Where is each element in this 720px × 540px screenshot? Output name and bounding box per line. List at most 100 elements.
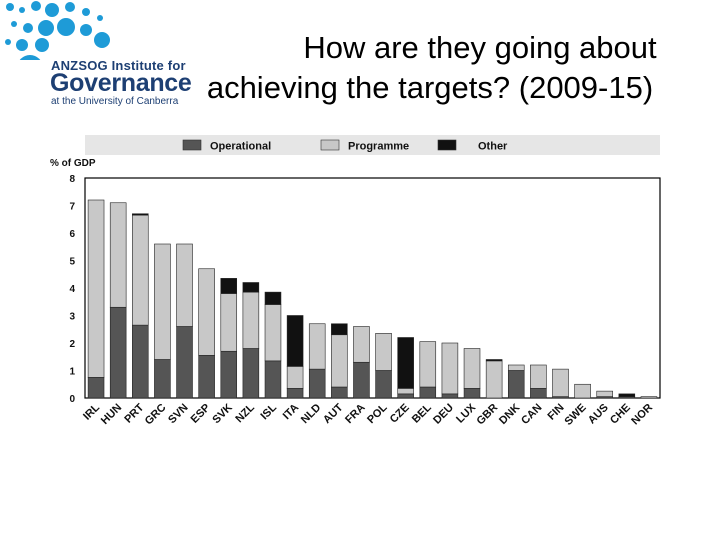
logo-sub-text: at the University of Canberra bbox=[51, 96, 179, 107]
bar-bel-operational bbox=[419, 386, 437, 399]
bar-che-other bbox=[618, 393, 636, 397]
bar-nld-operational bbox=[308, 368, 326, 399]
y-tick-label: 4 bbox=[69, 284, 75, 295]
bar-prt-programme bbox=[132, 214, 149, 326]
bar-nzl-operational bbox=[242, 348, 260, 399]
bar-lux-programme bbox=[463, 348, 481, 389]
x-tick-label: CAN bbox=[519, 402, 544, 427]
legend-swatch-operational bbox=[182, 139, 202, 151]
bar-isl-other bbox=[264, 291, 282, 305]
bar-hun-programme bbox=[109, 202, 127, 308]
bar-grc-programme bbox=[154, 243, 171, 360]
bar-bel-programme bbox=[419, 341, 437, 388]
title-line-1: How are they going about bbox=[303, 30, 657, 65]
y-tick-label: 5 bbox=[69, 257, 75, 268]
bar-irl-programme bbox=[87, 199, 105, 378]
bar-deu-operational bbox=[441, 393, 459, 399]
bar-isl-operational bbox=[264, 360, 282, 399]
bar-aut-other bbox=[331, 323, 348, 336]
x-tick-label: GBR bbox=[474, 402, 500, 428]
logo-name-text: Governance bbox=[50, 69, 192, 97]
bar-swe-programme bbox=[574, 383, 591, 399]
bar-nor-programme bbox=[640, 396, 658, 399]
x-tick-label: CZE bbox=[388, 402, 412, 426]
x-tick-label: NLD bbox=[299, 402, 324, 427]
bar-fin-programme bbox=[552, 368, 569, 397]
x-tick-label: CHE bbox=[608, 402, 633, 427]
x-tick-label: DNK bbox=[497, 402, 522, 427]
bar-dnk-operational bbox=[507, 370, 525, 399]
bar-nld-programme bbox=[308, 323, 326, 370]
bar-ita-operational bbox=[286, 388, 304, 399]
x-tick-label: SVN bbox=[166, 402, 191, 427]
x-tick-label: AUT bbox=[321, 401, 346, 426]
bar-lux-operational bbox=[463, 388, 481, 399]
y-tick-label: 2 bbox=[69, 339, 75, 350]
legend-label-programme: Programme bbox=[348, 141, 409, 153]
x-tick-label: AUS bbox=[586, 402, 611, 427]
y-axis-label: % of GDP bbox=[50, 158, 96, 169]
bar-svn-programme bbox=[176, 243, 193, 327]
x-tick-label: ISL bbox=[259, 401, 280, 422]
bar-gbr-programme bbox=[485, 360, 503, 399]
bar-deu-programme bbox=[441, 342, 459, 395]
bar-nzl-other bbox=[242, 282, 260, 293]
bar-irl-operational bbox=[87, 377, 105, 399]
bar-dnk-programme bbox=[507, 364, 525, 371]
bar-nzl-programme bbox=[242, 291, 260, 349]
title-line-2: achieving the targets? (2009-15) bbox=[206, 70, 654, 105]
bar-can-operational bbox=[530, 388, 547, 399]
x-tick-label: ITA bbox=[281, 402, 301, 422]
x-tick-label: PRT bbox=[122, 401, 146, 425]
bar-svk-other bbox=[220, 278, 238, 294]
y-tick-label: 6 bbox=[69, 229, 75, 240]
x-tick-label: FRA bbox=[343, 402, 368, 427]
bar-pol-programme bbox=[375, 333, 392, 371]
bar-fra-programme bbox=[353, 326, 370, 363]
logo-dots-icon bbox=[5, 1, 110, 60]
bar-aut-operational bbox=[331, 386, 348, 399]
bar-hun-operational bbox=[109, 306, 127, 399]
y-tick-label: 8 bbox=[69, 174, 75, 185]
anzsog-logo: ANZSOG Institute for Governance at the U… bbox=[0, 0, 192, 115]
x-tick-label: BEL bbox=[410, 401, 434, 425]
bar-esp-operational bbox=[198, 355, 215, 399]
x-tick-label: HUN bbox=[99, 402, 124, 427]
bar-cze-other bbox=[397, 337, 414, 389]
plot-frame bbox=[84, 177, 661, 399]
bar-can-programme bbox=[530, 364, 547, 389]
y-tick-label: 0 bbox=[69, 394, 75, 405]
x-tick-label: SWE bbox=[563, 402, 589, 428]
y-tick-label: 1 bbox=[69, 367, 75, 378]
bar-grc-operational bbox=[154, 359, 171, 399]
x-tick-label: SVK bbox=[210, 402, 235, 427]
bar-prt-other bbox=[132, 213, 149, 216]
x-tick-label: POL bbox=[365, 401, 390, 426]
bar-pol-operational bbox=[375, 370, 392, 399]
legend-swatch-other bbox=[437, 139, 457, 151]
x-tick-label: ESP bbox=[189, 402, 213, 426]
slide-title: How are they going about achieving the t… bbox=[170, 28, 690, 108]
bar-aus-programme bbox=[596, 390, 613, 397]
legend-label-other: Other bbox=[478, 141, 508, 153]
bar-esp-programme bbox=[198, 268, 215, 356]
bar-cze-operational bbox=[397, 393, 414, 399]
y-tick-label: 7 bbox=[69, 202, 75, 213]
bar-aut-programme bbox=[331, 334, 348, 388]
bar-ita-programme bbox=[286, 366, 304, 389]
bar-ita-other bbox=[286, 315, 304, 367]
x-tick-label: GRC bbox=[143, 402, 169, 428]
bar-gbr-other bbox=[485, 359, 503, 362]
legend-band bbox=[85, 135, 660, 155]
bar-svk-operational bbox=[220, 350, 238, 399]
x-tick-label: NZL bbox=[233, 401, 257, 425]
x-tick-label: LUX bbox=[454, 401, 479, 426]
x-tick-label: NOR bbox=[629, 402, 655, 428]
bar-cze-programme bbox=[397, 388, 414, 395]
y-tick-label: 3 bbox=[69, 312, 75, 323]
legend-label-operational: Operational bbox=[210, 141, 271, 153]
x-tick-label: DEU bbox=[431, 402, 456, 427]
bar-fra-operational bbox=[353, 361, 370, 399]
bar-isl-programme bbox=[264, 304, 282, 362]
bar-svk-programme bbox=[220, 293, 238, 352]
